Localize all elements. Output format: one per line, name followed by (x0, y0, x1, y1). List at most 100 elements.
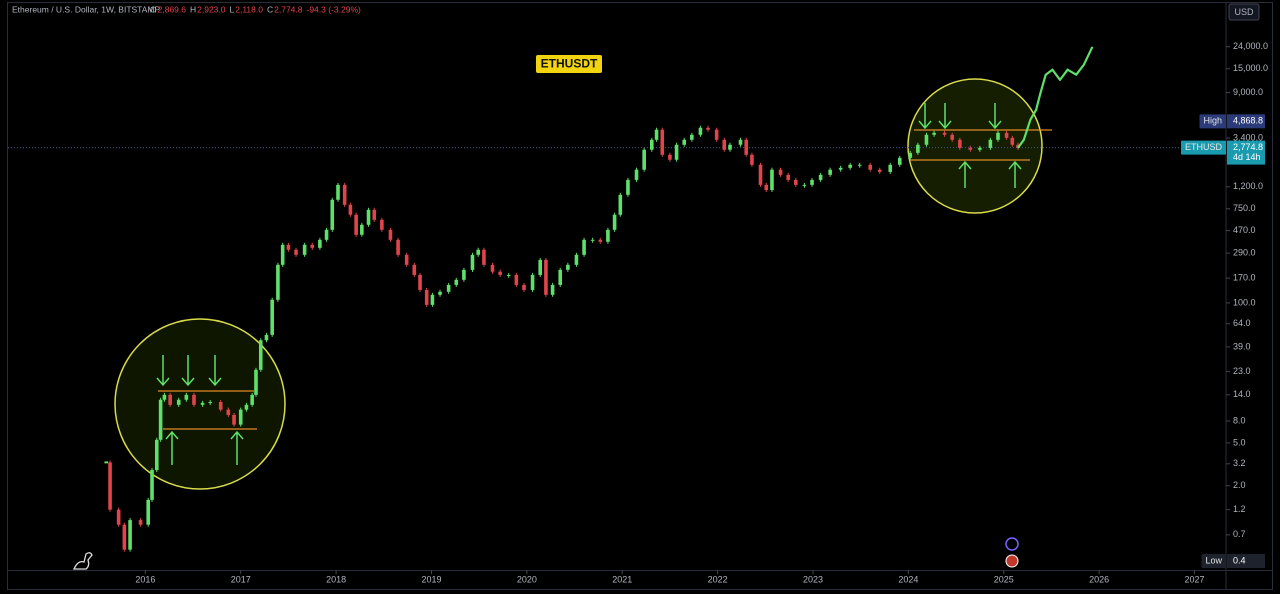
currency[interactable]: USD (1234, 7, 1254, 17)
candle-body (184, 394, 189, 400)
candle-body (750, 154, 754, 165)
highlight-circle (907, 78, 1043, 214)
y-tick-label: 15,000.0 (1233, 63, 1268, 73)
x-tick-label: 2024 (898, 574, 918, 584)
candle-body (786, 174, 790, 180)
candle-body (778, 169, 783, 175)
candle-body (388, 229, 393, 240)
candle-body (192, 394, 196, 405)
candle-body (336, 184, 340, 200)
candle-body (128, 520, 132, 550)
down-arrow (208, 355, 222, 387)
candle-body (286, 244, 291, 250)
y-tick-label: 23.0 (1233, 366, 1251, 376)
candle-body (770, 169, 774, 191)
candle-body (158, 399, 163, 440)
candle-body (848, 164, 852, 168)
x-tick-label: 2023 (803, 574, 823, 584)
y-tick-label: 3,400.0 (1233, 132, 1263, 142)
candle-body (418, 274, 422, 290)
marker-name-box (1199, 114, 1226, 129)
candle-body (342, 184, 347, 205)
logo-icon (72, 552, 93, 570)
candle-body (506, 274, 511, 276)
candle-body (877, 169, 882, 172)
event-icon[interactable] (1005, 537, 1019, 551)
candle-body (714, 129, 719, 140)
plot-area (8, 46, 1225, 552)
ohlc-label: L (230, 4, 235, 14)
marker-value: 4,868.8 (1233, 116, 1263, 126)
up-arrow (958, 160, 972, 188)
marker-name-box (1180, 140, 1226, 155)
candle-body (838, 167, 843, 170)
candle-body (238, 409, 243, 425)
candle-body (482, 249, 486, 265)
candle-body (728, 144, 732, 150)
candle-body (958, 139, 962, 148)
x-tick-label: 2022 (708, 574, 728, 584)
y-tick-label: 2.0 (1233, 480, 1246, 490)
candle-body (412, 264, 417, 275)
candle-body (668, 154, 672, 160)
y-tick-label: 64.0 (1233, 318, 1251, 328)
candle-body (254, 369, 258, 395)
candle-body (660, 129, 665, 155)
symbol-title: Ethereum / U.S. Dollar, 1W, BITSTAMP (12, 4, 160, 14)
marker-name: High (1203, 116, 1222, 126)
candle-body (280, 244, 285, 265)
candle-body (794, 179, 798, 185)
marker-name-box (1201, 554, 1226, 569)
candle-body (176, 399, 181, 405)
candle-body (968, 147, 973, 150)
x-tick-label: 2019 (421, 574, 441, 584)
candle-body (857, 164, 862, 166)
candle-body (446, 284, 451, 292)
candle-body (168, 394, 172, 405)
candle-body (380, 219, 384, 230)
up-arrow (1008, 160, 1022, 188)
candle-body (810, 179, 814, 185)
y-tick-label: 0.7 (1233, 529, 1246, 539)
candle-body (122, 524, 127, 550)
y-tick-label: 3.2 (1233, 458, 1246, 468)
candle-body (649, 139, 654, 150)
candle-body (208, 402, 212, 404)
marker-value-box (1227, 554, 1265, 569)
candle-body (888, 164, 893, 172)
candle-body (574, 254, 579, 265)
candle-body (258, 340, 263, 370)
candle-body (438, 291, 442, 295)
candle-body (396, 239, 400, 255)
candle-body (490, 264, 495, 272)
candle-body (590, 239, 595, 241)
candle-body (404, 254, 409, 265)
candle-body (200, 402, 205, 405)
candle-body (138, 520, 143, 525)
currency-box[interactable] (1228, 3, 1260, 21)
change: -94.3 (-3.29%) (307, 4, 361, 14)
x-tick-label: 2018 (326, 574, 346, 584)
marker-countdown: 4d 14h (1233, 152, 1261, 162)
candle-body (550, 284, 555, 295)
y-tick-label: 470.0 (1233, 225, 1256, 235)
y-tick-label: 1.2 (1233, 504, 1246, 514)
marker-value: 2,774.8 (1233, 142, 1263, 152)
candle-body (232, 414, 236, 425)
candle-body (996, 132, 1000, 140)
candle-body (988, 139, 993, 148)
ohlc-value: 2,774.8 (274, 4, 303, 14)
candle-body (454, 279, 459, 285)
y-tick-label: 9,000.0 (1233, 87, 1263, 97)
candle-body (354, 214, 358, 235)
candle-body (1004, 132, 1009, 138)
candle-body (566, 264, 570, 270)
event-icon[interactable] (1005, 554, 1019, 568)
candle-body (558, 269, 563, 285)
candle-body (324, 229, 329, 240)
candle-body (606, 229, 610, 242)
frame (7, 2, 1273, 590)
candle-body (264, 334, 269, 341)
